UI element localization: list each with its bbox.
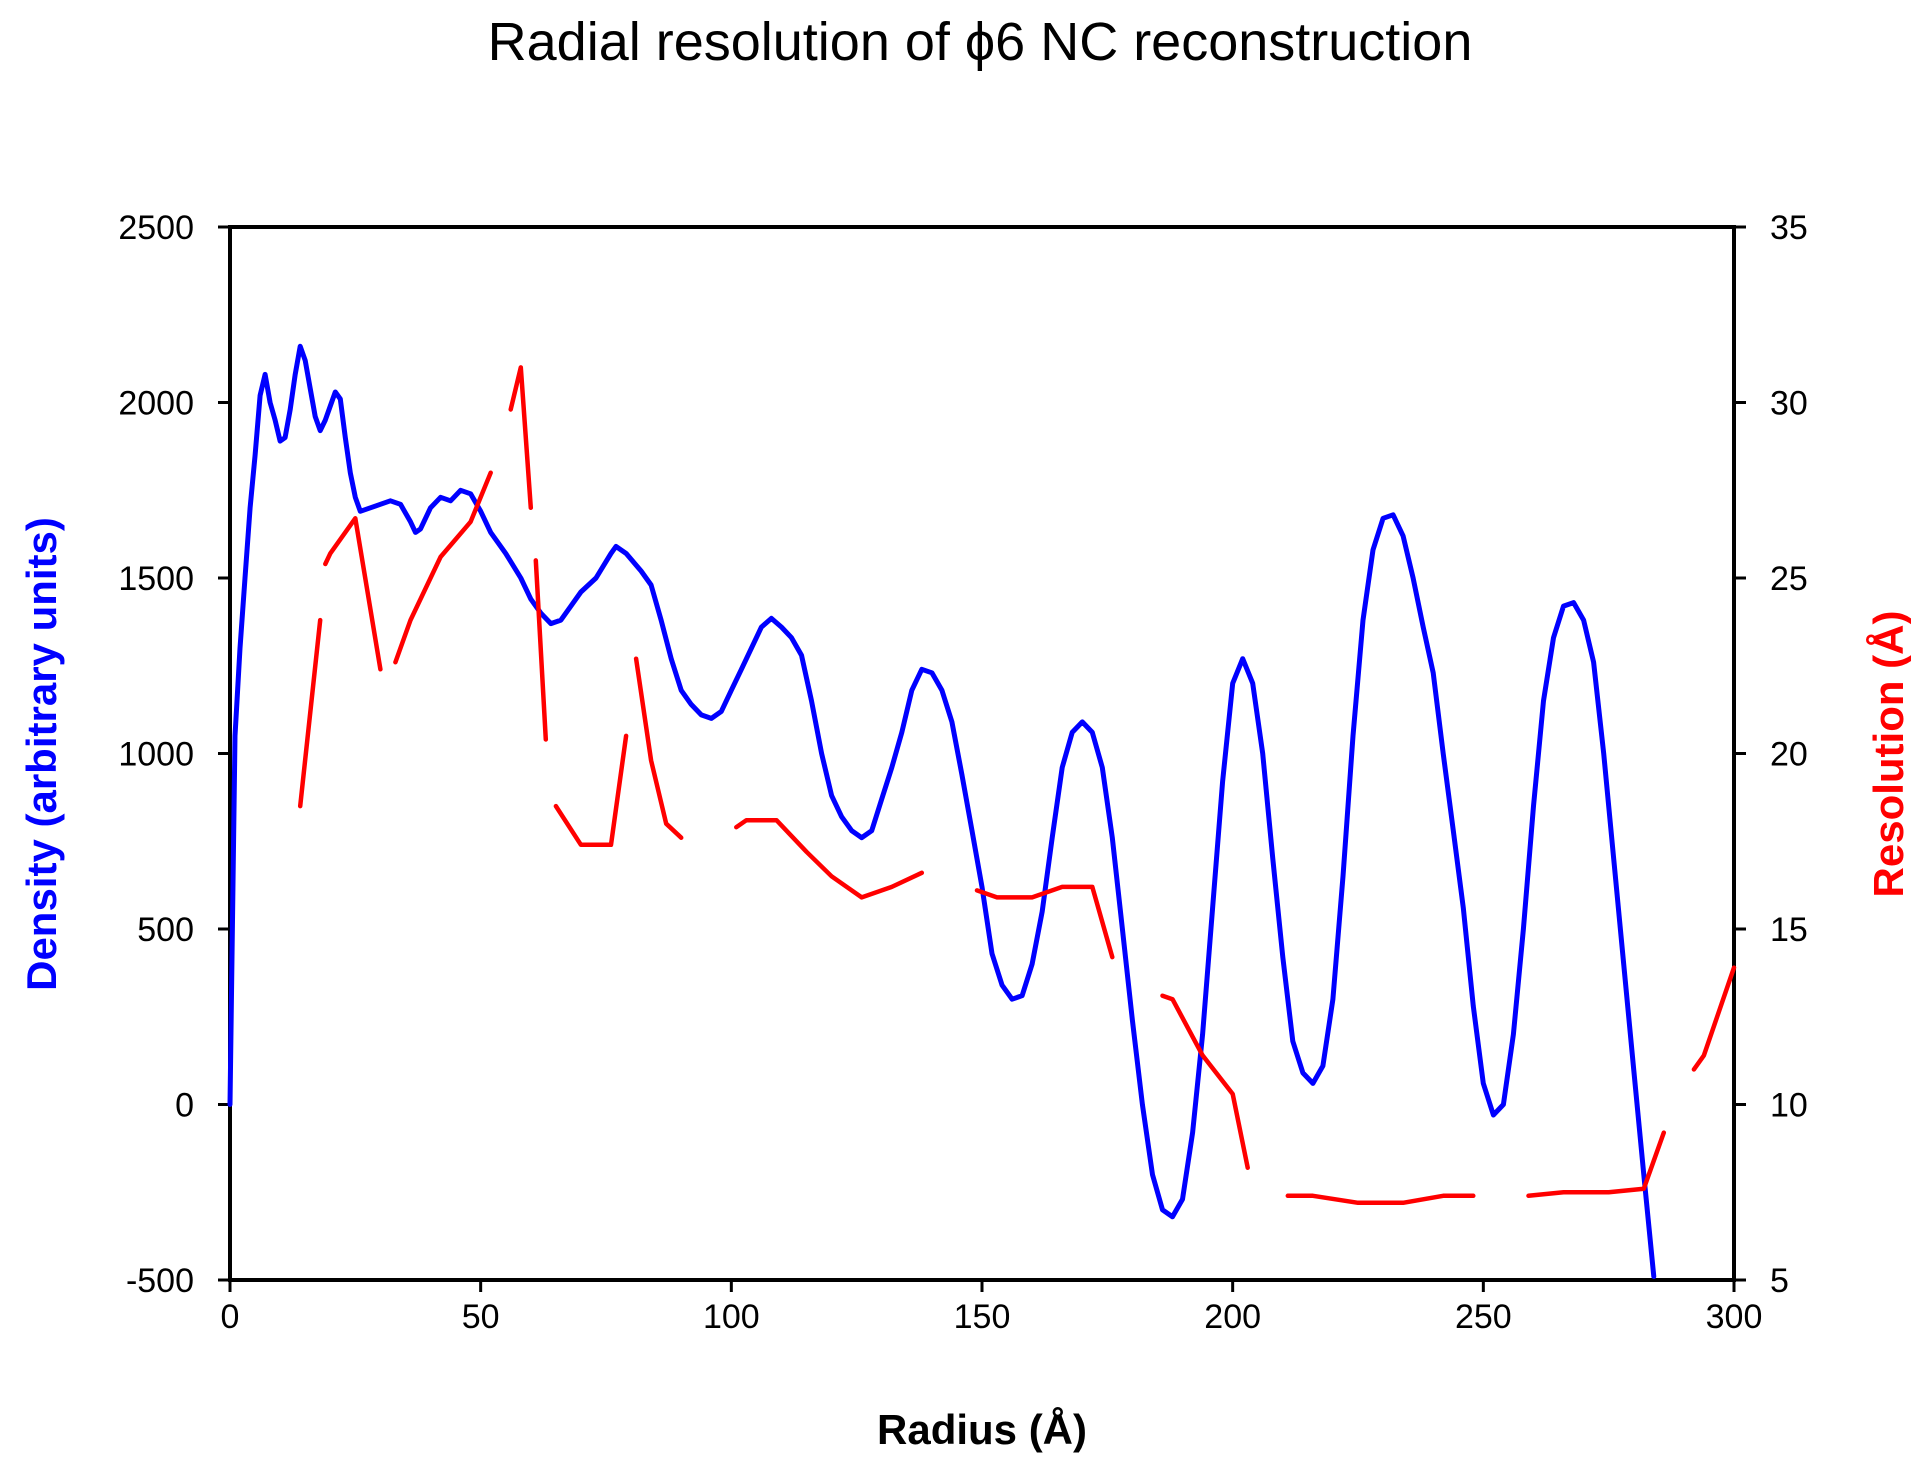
x-axis-ticks: 0 50 100 150 200 250 300 xyxy=(221,1280,1763,1336)
y-tick-label: 1500 xyxy=(118,560,194,598)
resolution-segment xyxy=(393,470,493,665)
resolution-segment xyxy=(1691,965,1737,1072)
y2-axis-title: Resolution (Å) xyxy=(1865,611,1911,898)
x-tick-label: 0 xyxy=(221,1298,240,1336)
x-tick-label: 250 xyxy=(1455,1298,1512,1336)
y-tick-label: 500 xyxy=(137,911,194,949)
y2-tick-label: 10 xyxy=(1770,1087,1808,1125)
y2-tick-label: 35 xyxy=(1770,209,1808,247)
chart-title: Radial resolution of ϕ6 NC reconstructio… xyxy=(488,12,1473,72)
resolution-series xyxy=(297,365,1737,1206)
x-axis-title: Radius (Å) xyxy=(877,1406,1087,1453)
resolution-segment xyxy=(734,817,925,900)
x-tick-label: 100 xyxy=(703,1298,760,1336)
y-axis-ticks: -500 0 500 1000 1500 2000 2500 xyxy=(118,209,230,1300)
resolution-segment xyxy=(974,884,1115,960)
y2-axis-ticks: 5 10 15 20 25 30 35 xyxy=(1734,209,1808,1300)
plot-frame xyxy=(228,225,1736,1282)
y2-tick-label: 25 xyxy=(1770,560,1808,598)
y-tick-label: 1000 xyxy=(118,736,194,774)
y2-tick-label: 20 xyxy=(1770,736,1808,774)
resolution-segment xyxy=(633,656,684,840)
y2-tick-label: 15 xyxy=(1770,911,1808,949)
x-tick-label: 200 xyxy=(1204,1298,1261,1336)
y-tick-label: 2500 xyxy=(118,209,194,247)
density-series xyxy=(227,343,1657,1279)
y2-tick-label: 30 xyxy=(1770,385,1808,423)
x-tick-label: 150 xyxy=(954,1298,1011,1336)
y-tick-label: -500 xyxy=(126,1262,194,1300)
resolution-segment xyxy=(1526,1130,1667,1199)
resolution-segment xyxy=(297,617,323,809)
x-tick-label: 300 xyxy=(1706,1298,1763,1336)
y2-tick-label: 5 xyxy=(1770,1262,1789,1300)
resolution-segment xyxy=(508,365,534,511)
resolution-segment xyxy=(553,733,629,848)
resolution-segment xyxy=(323,516,383,672)
density-line xyxy=(227,343,1657,1279)
resolution-segment xyxy=(1285,1193,1476,1206)
y-tick-label: 0 xyxy=(175,1087,194,1125)
y-tick-label: 2000 xyxy=(118,385,194,423)
x-tick-label: 50 xyxy=(462,1298,500,1336)
resolution-segment xyxy=(1160,993,1250,1170)
y-axis-title: Density (arbitrary units) xyxy=(18,517,65,991)
resolution-segment xyxy=(533,558,549,742)
